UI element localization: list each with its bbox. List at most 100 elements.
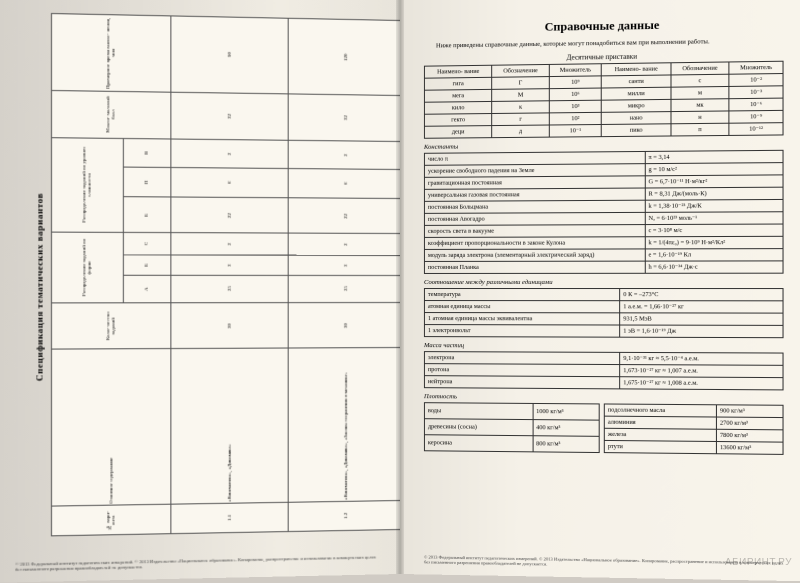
density-wrap: воды1000 кг/м³древесины (сосна)400 кг/м³… [424,402,784,455]
table-cell: нано [602,112,671,125]
table-cell: π = 3,14 [645,150,783,163]
relations-caption: Соотношение между различными единицами [424,279,784,286]
table-cell: 10⁻¹ [549,124,602,137]
table-cell: 10⁻¹² [729,123,783,136]
sh-lb: Б [123,197,171,233]
table-row: древесины (сосна)400 кг/м³ [424,419,599,437]
table-cell: 800 кг/м³ [533,436,600,453]
table-cell: постоянная Больцмана [424,200,644,213]
table-header-cell: Наимено- вание [424,65,492,78]
table-cell: 1 эВ = 1,6·10⁻¹⁹ Дж [620,325,783,338]
sh-a: А [123,275,171,303]
left-footer: © 2013 Федеральный институт педагогическ… [15,554,376,572]
table-row: воды1000 кг/м³ [424,403,599,420]
book-spread: Спецификация тематических вариантов № ва… [0,0,800,574]
table-cell: подсолнечного масла [604,404,716,417]
density-table-left: воды1000 кг/м³древесины (сосна)400 кг/м³… [424,402,600,453]
constants-table: число ππ = 3,14ускорение свободного паде… [424,150,784,274]
table-row: атомная единица массы1 а.е.м. = 1,66·10⁻… [424,301,783,314]
table-cell: п [671,123,729,136]
table-cell: 22 [171,197,288,233]
h-topic: Основное содержание [51,349,170,506]
table-cell: 30 [288,303,403,349]
left-page-title: Спецификация тематических вариантов [34,193,44,381]
table-cell: 2 [288,233,403,255]
table-row: постоянная Планкаh = 6,6·10⁻³⁴ Дж·с [424,261,783,274]
density-caption: Плотность [424,393,784,403]
table-cell: санти [602,75,671,88]
h-ball: Макси- мальный балл [51,90,170,139]
table-cell: 6 [171,167,288,197]
page-left: Спецификация тематических вариантов № ва… [0,0,400,583]
table-cell: 10⁻³ [729,86,783,99]
table-cell: г [492,113,549,126]
table-cell: c = 3·10⁸ м/с [645,224,783,237]
sh-lv: В [123,138,171,167]
h-num: № вари- анта [51,504,170,536]
table-cell: М [492,89,549,102]
table-cell: воды [424,403,532,420]
table-cell: древесины (сосна) [424,419,532,436]
table-cell: «Кинематика», «Динамика», «Законы сохран… [288,348,403,503]
table-cell: 3 [171,255,288,275]
table-cell: милли [602,87,671,100]
table-cell: 10² [549,112,602,125]
table-cell: кило [424,101,492,114]
table-cell: 25 [171,275,288,303]
table-cell: д [492,125,549,138]
table-cell: с [671,74,729,87]
table-cell: 10⁹ [549,76,602,89]
table-cell: 10³ [549,100,602,113]
table-cell: микро [602,99,671,112]
table-cell: скорость света в вакууме [424,225,644,238]
table-row: нейтрона1,675·10⁻²⁷ кг ≈ 1,008 а.е.м. [424,376,783,390]
table-cell: 1,675·10⁻²⁷ кг ≈ 1,008 а.е.м. [620,377,783,390]
table-cell: температура [424,289,619,301]
table-cell: модуль заряда электрона (элементарный эл… [424,249,644,262]
table-header-cell: Множитель [729,61,783,74]
h-form: Распределение заданий по форме [51,232,123,303]
table-cell: k = 1,38·10⁻²³ Дж/К [645,199,783,212]
relations-table: температура0 К = –273°Сатомная единица м… [424,288,784,338]
table-cell: 1 атомная единица массы эквивалентна [424,313,619,325]
table-header-cell: Множитель [549,64,602,77]
table-cell: 7800 кг/м³ [716,429,783,442]
table-cell: 1000 кг/м³ [533,403,600,420]
prefixes-table: Наимено- ваниеОбозначениеМножительНаимен… [424,61,784,139]
table-cell: 1.2 [288,500,403,531]
table-cell: 30 [171,303,288,349]
table-cell: 32 [288,94,403,142]
table-cell: k = 1/(4πε₀) = 9·10⁹ Н·м²/Кл² [645,236,783,249]
spec-table-wrap: № вари- анта Основное содержание Коли- ч… [51,13,388,536]
spec-header-row-1: № вари- анта Основное содержание Коли- ч… [51,14,123,536]
table-cell: протона [424,364,619,377]
table-cell: постоянная Авогадро [424,212,644,225]
table-cell: R = 8,31 Дж/(моль·К) [645,187,783,200]
table-row: 1 атомная единица массы эквивалентна931,… [424,313,783,326]
table-cell: коэффициент пропорциональности в законе … [424,237,644,250]
table-cell: 120 [288,18,403,95]
table-cell: ртути [604,440,716,453]
table-cell: нейтрона [424,376,619,389]
h-cnt: Коли- чество заданий [51,303,170,349]
right-page-title: Справочные данные [424,16,784,37]
table-cell: 6 [288,168,403,198]
sh-b: Б [123,255,171,275]
table-cell: н [671,111,729,124]
table-cell: 2 [171,139,288,168]
table-cell: 22 [288,198,403,234]
table-cell: м [671,86,729,99]
table-cell: 10⁶ [549,88,602,101]
table-cell: 1 а.е.м. = 1,66·10⁻²⁷ кг [620,301,783,313]
table-cell: керосина [424,435,532,452]
table-cell: электрона [424,352,619,365]
density-table-right: подсолнечного масла900 кг/м³алюминия2700… [604,403,784,454]
table-row: температура0 К = –273°С [424,289,783,301]
table-cell: 2 [171,233,288,255]
table-cell: мк [671,99,729,112]
table-cell: 10⁻⁹ [729,110,783,123]
watermark: АБИРИНТ.РУ [725,557,792,568]
table-row: децид10⁻¹пикоп10⁻¹² [424,123,783,139]
h-time: Примерное время выпол- нения, мин [51,14,170,93]
table-cell: железа [604,428,716,441]
